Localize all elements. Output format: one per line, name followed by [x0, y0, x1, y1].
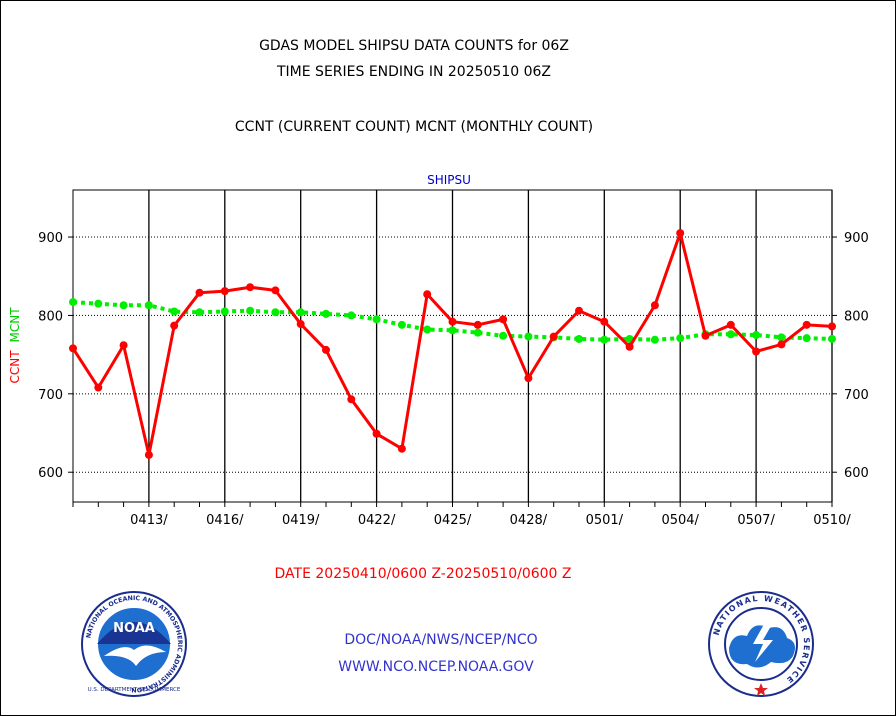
x-tick-label: 0416/	[206, 513, 244, 528]
x-tick-label: 0413/	[130, 513, 168, 528]
mcnt-data-point	[94, 299, 103, 308]
title-line-1: GDAS MODEL SHIPSU DATA COUNTS for 06Z	[259, 38, 569, 54]
ccnt-data-point	[650, 301, 659, 310]
ccnt-data-point	[170, 321, 179, 330]
nws-logo: NATIONAL WEATHER SERVICE	[708, 591, 814, 697]
y-tick-label-left: 900	[38, 231, 63, 246]
mcnt-data-point	[296, 308, 305, 317]
ccnt-data-point	[499, 315, 508, 324]
mcnt-data-point	[347, 311, 356, 320]
y-tick-label-left: 700	[38, 388, 63, 403]
chart-title: SHIPSU	[427, 173, 471, 187]
ccnt-data-point	[802, 320, 811, 329]
mcnt-data-point	[322, 309, 330, 318]
ccnt-data-point	[625, 342, 634, 351]
y-tick-label-left: 800	[38, 309, 63, 324]
noaa-bottom-text: U.S. DEPARTMENT OF COMMERCE	[88, 687, 181, 693]
ccnt-data-point	[473, 320, 482, 329]
x-tick-label: 0501/	[586, 513, 624, 528]
title-line-2: TIME SERIES ENDING IN 20250510 06Z	[277, 64, 551, 80]
x-tick-label: 0507/	[737, 513, 775, 528]
ccnt-data-point	[549, 332, 558, 341]
mcnt-data-point	[676, 334, 685, 343]
ccnt-data-point	[777, 340, 786, 349]
mcnt-data-point	[448, 326, 457, 335]
mcnt-data-point	[473, 328, 482, 337]
footer-url-line[interactable]: WWW.NCO.NCEP.NOAA.GOV	[338, 659, 534, 675]
ccnt-data-point	[322, 345, 330, 354]
ccnt-data-point	[347, 395, 356, 404]
mcnt-data-point	[575, 334, 583, 343]
x-tick-label: 0428/	[510, 513, 548, 528]
mcnt-data-point	[69, 298, 77, 307]
noaa-logo-text: NOAA	[113, 621, 155, 636]
ccnt-data-point	[726, 320, 735, 329]
ccnt-data-point	[575, 306, 583, 315]
y-tick-label-right: 900	[844, 231, 869, 246]
x-tick-label: 0425/	[434, 513, 472, 528]
ccnt-data-point	[828, 322, 836, 331]
mcnt-data-point	[499, 331, 508, 340]
ccnt-data-point	[271, 286, 280, 295]
mcnt-data-point	[726, 330, 735, 339]
y-tick-label-right: 800	[844, 309, 869, 324]
ccnt-data-point	[524, 374, 533, 383]
mcnt-data-point	[119, 301, 128, 310]
mcnt-data-point	[650, 335, 659, 344]
mcnt-data-point	[397, 320, 406, 329]
noaa-logo: NOAA NATIONAL OCEANIC AND ATMOSPHERIC AD…	[81, 591, 187, 697]
ccnt-data-point	[372, 429, 381, 438]
x-tick-label: 0504/	[661, 513, 699, 528]
x-axis-label: DATE 20250410/0600 Z-20250510/0600 Z	[275, 566, 572, 582]
footer-org-line: DOC/NOAA/NWS/NCEP/NCO	[344, 632, 538, 648]
mcnt-data-point	[600, 335, 609, 344]
ccnt-data-point	[701, 331, 710, 340]
ccnt-data-point	[94, 383, 103, 392]
mcnt-data-point	[423, 325, 432, 334]
mcnt-data-point	[802, 334, 811, 343]
ccnt-data-point	[220, 287, 229, 296]
mcnt-data-point	[828, 334, 836, 343]
y-tick-label-right: 700	[844, 388, 869, 403]
y-tick-label-right: 600	[844, 466, 869, 481]
y-axis-label-mcnt: MCNT	[8, 307, 22, 343]
mcnt-data-point	[752, 331, 761, 340]
ccnt-data-point	[423, 290, 432, 299]
y-axis-label-ccnt: CCNT	[8, 350, 22, 384]
ccnt-data-point	[69, 344, 77, 353]
y-tick-label-left: 600	[38, 466, 63, 481]
mcnt-data-point	[144, 301, 153, 310]
ccnt-data-point	[397, 444, 406, 453]
plot-area: 600 600 700 700 800 800 900 900 0413/0416/0419/0…	[38, 189, 869, 528]
mcnt-data-point	[271, 308, 280, 317]
ccnt-data-point	[119, 341, 128, 350]
ccnt-data-point	[752, 347, 761, 356]
ccnt-data-point	[448, 317, 457, 326]
mcnt-data-point	[220, 307, 229, 316]
ccnt-data-point	[144, 450, 153, 459]
x-tick-label: 0422/	[358, 513, 396, 528]
ccnt-data-point	[296, 320, 305, 329]
ccnt-data-point	[195, 288, 204, 297]
ccnt-data-point	[600, 317, 609, 326]
mcnt-data-point	[170, 307, 179, 316]
ccnt-data-point	[676, 229, 685, 238]
mcnt-data-point	[195, 308, 204, 317]
mcnt-data-point	[524, 332, 533, 341]
mcnt-data-point	[777, 333, 786, 342]
chart-subtitle: CCNT (CURRENT COUNT) MCNT (MONTHLY COUNT…	[234, 119, 594, 135]
mcnt-data-point	[246, 306, 255, 315]
ccnt-data-point	[246, 283, 255, 292]
x-tick-label: 0510/	[813, 513, 851, 528]
x-tick-label: 0419/	[282, 513, 320, 528]
mcnt-data-point	[372, 315, 381, 324]
